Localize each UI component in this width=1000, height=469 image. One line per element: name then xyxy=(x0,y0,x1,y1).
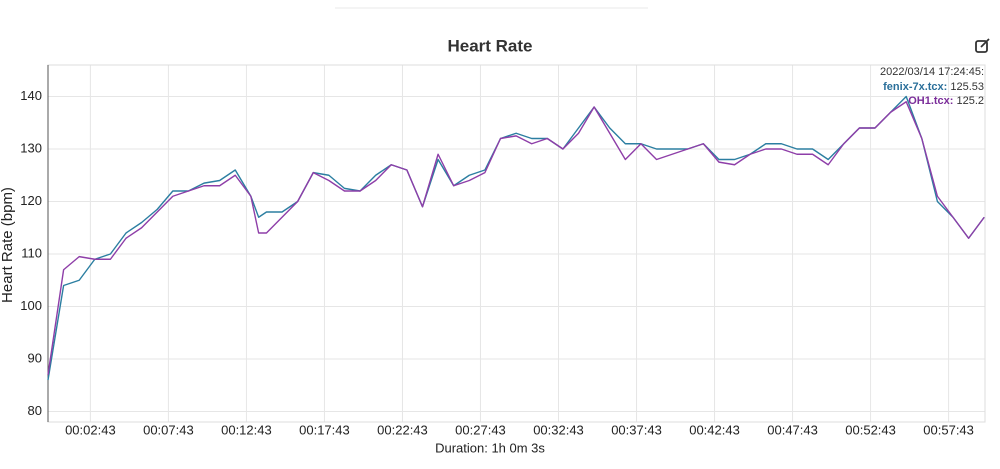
tooltip-label: fenix-7x.tcx: xyxy=(883,81,947,93)
y-tick-label: 110 xyxy=(21,245,42,260)
tooltip-value: 125.2 xyxy=(956,95,984,107)
tooltip-label: OH1.tcx: xyxy=(908,95,953,107)
x-axis-title: Duration: 1h 0m 3s xyxy=(435,440,545,455)
tooltip-value: 125.53 xyxy=(950,81,984,93)
y-tick-label: 120 xyxy=(20,193,42,208)
y-tick-label: 90 xyxy=(28,350,42,365)
y-tick-label: 80 xyxy=(28,403,42,418)
edit-icon[interactable] xyxy=(975,38,990,53)
edit-icon-pen[interactable] xyxy=(980,38,990,48)
x-tick-label: 00:52:43 xyxy=(845,422,896,437)
x-tick-label: 00:02:43 xyxy=(65,422,116,437)
y-axis-title: Heart Rate (bpm) xyxy=(0,187,16,303)
plot-frame xyxy=(47,64,986,423)
x-tick-label: 00:12:43 xyxy=(221,422,272,437)
edit-icon-box[interactable] xyxy=(975,40,988,53)
x-tick-label: 00:27:43 xyxy=(455,422,506,437)
x-tick-label: 00:32:43 xyxy=(533,422,584,437)
y-tick-label: 100 xyxy=(20,298,42,313)
x-tick-label: 00:42:43 xyxy=(689,422,740,437)
x-tick-label: 00:47:43 xyxy=(767,422,818,437)
line-series xyxy=(47,95,985,381)
chart-title: Heart Rate xyxy=(447,36,532,55)
tooltip-title: 2022/03/14 17:24:45: xyxy=(880,66,984,78)
y-tick-label: 130 xyxy=(20,140,42,155)
y-tick-label: 140 xyxy=(20,88,42,103)
x-tick-label: 00:57:43 xyxy=(923,422,974,437)
x-tick-label: 00:17:43 xyxy=(299,422,350,437)
x-tick-label: 00:37:43 xyxy=(611,422,662,437)
x-tick-label: 00:07:43 xyxy=(143,422,194,437)
line-series xyxy=(47,101,985,375)
x-tick-label: 00:22:43 xyxy=(377,422,428,437)
